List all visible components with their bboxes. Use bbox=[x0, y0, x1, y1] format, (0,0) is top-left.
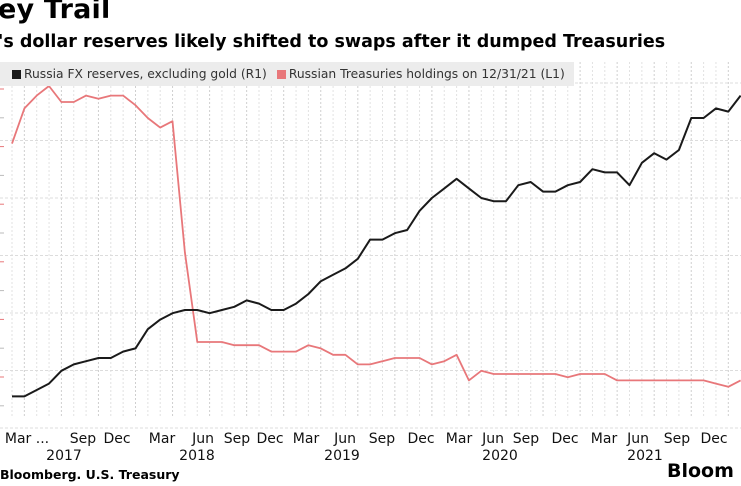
x-tick-label: Mar bbox=[591, 431, 618, 447]
x-tick-label: Sep bbox=[70, 431, 97, 447]
x-tick-label: Mar bbox=[293, 431, 320, 447]
x-tick-label: Jun bbox=[481, 431, 504, 447]
chart-plot: Mar ... Sep Dec Mar Jun Sep Dec Mar Jun Sep Dec Mar… bbox=[0, 62, 741, 462]
legend-item-treasuries[interactable]: Russian Treasuries holdings on 12/31/21 … bbox=[276, 67, 565, 81]
chart-title: ey Trail bbox=[0, 0, 111, 25]
legend-label: Russia FX reserves, excluding gold (R1) bbox=[24, 67, 267, 81]
gridlines bbox=[0, 62, 741, 429]
x-year-label: 2017 bbox=[46, 448, 82, 462]
x-tick-label: Sep bbox=[369, 431, 396, 447]
x-tick-label: Dec bbox=[256, 431, 283, 447]
legend: Russia FX reserves, excluding gold (R1) … bbox=[0, 62, 574, 86]
x-tick-label: Mar ... bbox=[5, 431, 49, 447]
x-tick-label: Dec bbox=[407, 431, 434, 447]
x-year-label: 2018 bbox=[179, 448, 215, 462]
x-year-label: 2021 bbox=[627, 448, 663, 462]
legend-swatch-black bbox=[12, 69, 21, 79]
x-tick-label: Mar bbox=[149, 431, 176, 447]
x-tick-label: Dec bbox=[700, 431, 727, 447]
series-lines bbox=[11, 85, 741, 398]
x-tick-label: Dec bbox=[551, 431, 578, 447]
x-tick-label: Sep bbox=[513, 431, 540, 447]
x-tick-label: Sep bbox=[664, 431, 691, 447]
legend-swatch-red bbox=[276, 69, 286, 79]
x-tick-label: Jun bbox=[191, 431, 214, 447]
x-axis-ticks: Mar ... Sep Dec Mar Jun Sep Dec Mar Jun Sep Dec Mar… bbox=[5, 431, 728, 462]
x-tick-label: Dec bbox=[103, 431, 130, 447]
x-tick-label: Sep bbox=[224, 431, 251, 447]
series-line-fx-reserves bbox=[12, 94, 741, 398]
source-note: Bloomberg. U.S. Treasury bbox=[0, 467, 180, 482]
bloomberg-logo: Bloom bbox=[667, 460, 734, 482]
x-tick-label: Jun bbox=[333, 431, 356, 447]
legend-label: Russian Treasuries holdings on 12/31/21 … bbox=[288, 67, 565, 81]
x-tick-label: Mar bbox=[446, 431, 473, 447]
series-line-treasuries bbox=[11, 85, 741, 388]
x-tick-label: Jun bbox=[626, 431, 649, 447]
x-year-label: 2019 bbox=[324, 448, 360, 462]
chart-subtitle: 's dollar reserves likely shifted to swa… bbox=[0, 32, 666, 52]
legend-item-fx-reserves[interactable]: Russia FX reserves, excluding gold (R1) bbox=[12, 67, 267, 81]
x-year-label: 2020 bbox=[482, 448, 518, 462]
